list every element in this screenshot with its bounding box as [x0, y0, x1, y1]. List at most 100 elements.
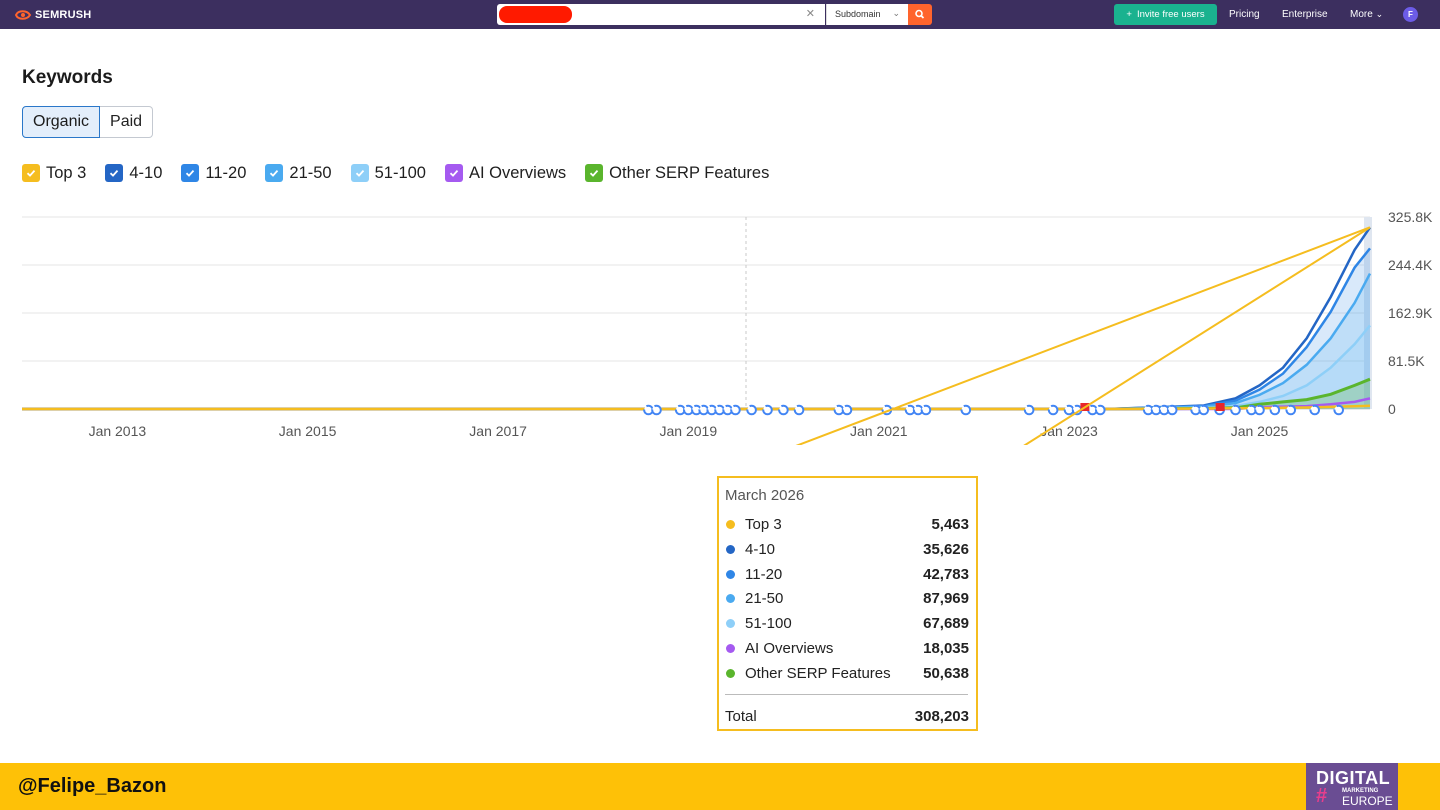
top-navigation-bar: SEMRUSH ✕ Subdomain ⌄ + Invite free user… [0, 0, 1440, 29]
google-update-icon [1254, 404, 1265, 416]
legend-item-51-100[interactable]: 51-100 [350, 163, 426, 183]
legend-label: 4-10 [129, 163, 163, 182]
tooltip-series-name: 21-50 [745, 590, 784, 608]
google-update-icon [1269, 404, 1281, 416]
google-update-icon [1094, 404, 1106, 416]
clear-icon[interactable]: ✕ [805, 8, 815, 20]
tooltip-series-value: 18,035 [923, 640, 969, 657]
series-area-21-50 [22, 273, 1370, 409]
logo-line-3: EUROPE [1342, 794, 1393, 808]
footer-banner: @Felipe_Bazon DIGITAL # MARKETING EUROPE [0, 763, 1440, 810]
series-dot-icon [726, 619, 735, 629]
checkbox-checked-icon[interactable] [105, 164, 124, 182]
x-tick-label: Jan 2021 [850, 423, 908, 439]
legend-label: 21-50 [289, 163, 332, 182]
tooltip-row: Other SERP Features 50,638 [725, 664, 969, 684]
legend-item-ai-overviews[interactable]: AI Overviews [444, 164, 566, 183]
page-title: Keywords [22, 67, 113, 88]
tooltip-series-value: 67,689 [923, 615, 969, 633]
checkbox-checked-icon[interactable] [265, 164, 284, 182]
brand-name: SEMRUSH [35, 9, 92, 21]
legend-item-top-3[interactable]: Top 3 [22, 164, 86, 183]
series-dot-icon [726, 644, 735, 653]
google-update-icon [841, 404, 853, 416]
x-tick-label: Jan 2013 [89, 423, 147, 439]
google-update-icon [651, 404, 662, 416]
tooltip-date: March 2026 [725, 487, 805, 504]
google-update-icon [778, 404, 789, 416]
tooltip-series-name: AI Overviews [745, 640, 834, 657]
x-tick-label: Jan 2017 [469, 423, 527, 439]
legend-item-4-10[interactable]: 4-10 [105, 164, 162, 183]
search-icon [915, 9, 925, 19]
user-avatar[interactable]: F [1403, 7, 1418, 22]
invite-label: Invite free users [1136, 9, 1205, 20]
nav-pricing[interactable]: Pricing [1229, 9, 1260, 20]
google-update-icon [1309, 404, 1321, 416]
tooltip-row: 21-50 87,969 [725, 589, 969, 609]
series-area-11-20 [22, 248, 1370, 409]
tooltip-series-name: 51-100 [745, 615, 792, 633]
chevron-down-icon: ⌄ [1375, 9, 1384, 19]
series-line-top-3 [22, 404, 1371, 411]
series-dot-icon [726, 569, 735, 579]
tooltip-row: AI Overviews 18,035 [725, 639, 969, 659]
keyword-type-tabs: Organic Paid [22, 106, 154, 138]
author-handle: @Felipe_Bazon [18, 775, 167, 797]
callout-connector-right [1023, 226, 1371, 445]
y-tick-label: 325.8K [1388, 209, 1433, 225]
google-update-icon [1166, 404, 1178, 416]
series-line-11-20 [22, 247, 1371, 411]
hover-highlight-band [1364, 217, 1372, 409]
checkbox-checked-icon[interactable] [22, 164, 40, 182]
google-update-icon [960, 404, 972, 416]
series-line-other-serp-features [22, 377, 1371, 411]
google-update-icon [1047, 404, 1059, 416]
checkbox-checked-icon[interactable] [350, 164, 369, 182]
tooltip-divider [725, 694, 968, 695]
google-update-icon [793, 404, 805, 416]
x-tick-label: Jan 2019 [660, 423, 718, 439]
search-scope-value: Subdomain [835, 9, 881, 19]
domain-search-input[interactable]: ✕ [497, 4, 825, 25]
google-update-icon [1285, 404, 1297, 416]
series-line-51-100 [22, 324, 1371, 411]
tooltip-series-value: 5,463 [931, 516, 969, 533]
series-dot-icon [726, 668, 735, 678]
legend-item-other-serp-features[interactable]: Other SERP Features [585, 164, 769, 183]
legend-label: Top 3 [46, 163, 87, 182]
legend-item-21-50[interactable]: 21-50 [265, 163, 332, 183]
series-line-4-10 [22, 226, 1372, 411]
digital-marketing-europe-logo: DIGITAL # MARKETING EUROPE [1306, 763, 1398, 810]
plus-icon: + [1126, 9, 1132, 20]
google-update-icon [1230, 404, 1241, 416]
tooltip-series-name: Top 3 [745, 516, 782, 533]
google-update-icon [1333, 404, 1345, 416]
nav-more[interactable]: More ⌄ [1350, 9, 1383, 20]
tooltip-series-value: 42,783 [923, 565, 969, 583]
tab-organic[interactable]: Organic [22, 106, 101, 138]
tooltip-total-value: 308,203 [914, 708, 969, 725]
nav-enterprise[interactable]: Enterprise [1282, 9, 1328, 20]
series-area-other-serp-features [22, 379, 1370, 409]
checkbox-checked-icon[interactable] [585, 164, 604, 182]
tab-paid[interactable]: Paid [100, 106, 154, 138]
search-scope-dropdown[interactable]: Subdomain ⌄ [826, 4, 908, 25]
invite-free-users-button[interactable]: + Invite free users [1114, 4, 1217, 25]
y-tick-label: 0 [1388, 401, 1396, 417]
series-dot-icon [726, 594, 735, 604]
tooltip-row: 4-10 35,626 [725, 540, 969, 560]
checkbox-checked-icon[interactable] [181, 164, 200, 182]
y-tick-label: 162.9K [1388, 305, 1433, 321]
legend-label: 51-100 [374, 163, 426, 182]
chart-tooltip: March 2026 Total 308,203 Top 3 5,463 4-10 3… [717, 476, 978, 731]
tooltip-row: 11-20 42,783 [725, 565, 969, 585]
x-tick-label: Jan 2015 [279, 423, 337, 439]
legend-item-11-20[interactable]: 11-20 [181, 164, 246, 183]
tooltip-series-value: 35,626 [923, 540, 969, 558]
tooltip-row: 51-100 67,689 [725, 614, 969, 634]
search-button[interactable] [908, 4, 932, 25]
checkbox-checked-icon[interactable] [444, 164, 463, 182]
tooltip-series-value: 87,969 [923, 590, 969, 608]
semrush-logo[interactable]: SEMRUSH [14, 8, 91, 22]
